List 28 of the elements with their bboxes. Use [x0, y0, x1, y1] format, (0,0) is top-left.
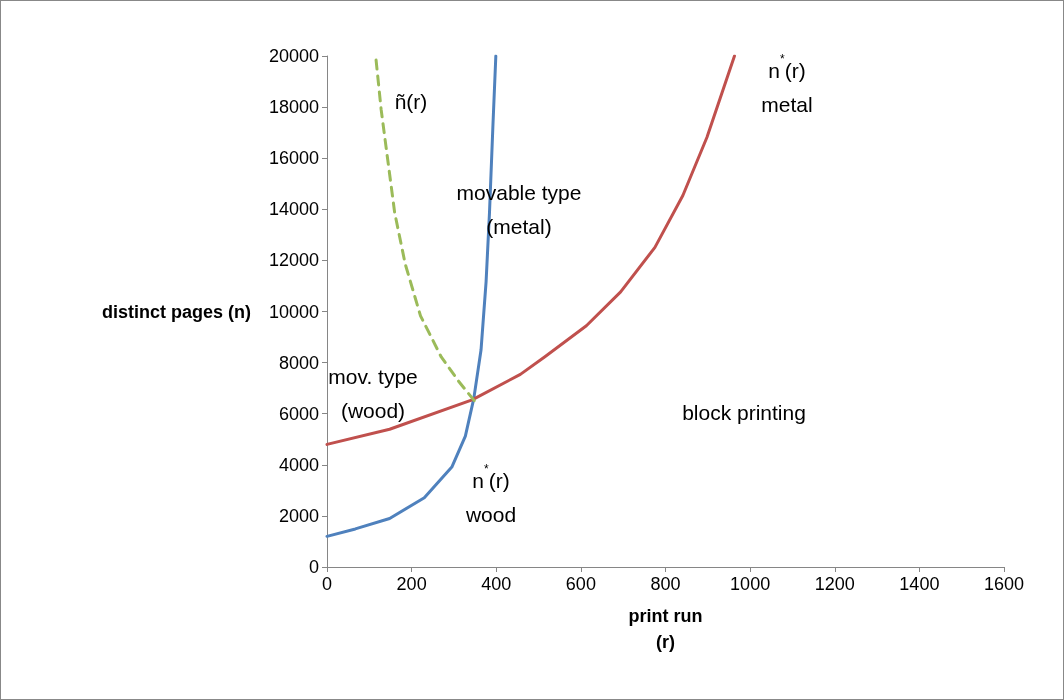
- x-tick-label: 1000: [730, 574, 771, 594]
- y-axis-title: distinct pages (n): [101, 301, 251, 322]
- line-series: [325, 54, 736, 446]
- x-tick-label: 600: [565, 574, 596, 594]
- annotation: n*(r) wood: [464, 462, 517, 526]
- y-tick-label: 14000: [268, 199, 319, 220]
- x-tick-label: 1400: [899, 574, 940, 594]
- annotation: ñ(r): [394, 89, 428, 113]
- y-tick-label: 0: [308, 557, 319, 577]
- y-tick-label: 10000: [268, 301, 319, 322]
- y-tick-label: 6000: [278, 403, 319, 424]
- x-tick-label: 1200: [814, 574, 855, 594]
- y-tick-label: 8000: [278, 352, 319, 373]
- y-tick-label: 4000: [278, 454, 319, 475]
- y-tick-label: 20000: [268, 46, 319, 66]
- y-tick-label: 18000: [268, 97, 319, 118]
- x-tick-label: 1600: [983, 574, 1025, 594]
- annotation: mov. type (wood): [328, 364, 418, 422]
- x-tick-label: 0: [321, 574, 333, 594]
- y-tick-label: 12000: [268, 250, 319, 271]
- y-tick-label: 2000: [278, 505, 319, 526]
- annotation: n*(r) metal: [761, 52, 813, 116]
- x-tick-label: 800: [650, 574, 681, 594]
- x-tick-label: 400: [481, 574, 512, 594]
- annotation: block printing: [682, 400, 806, 424]
- x-axis-title: print run (r): [628, 606, 703, 652]
- y-tick-label: 16000: [268, 148, 319, 169]
- x-tick-label: 200: [396, 574, 427, 594]
